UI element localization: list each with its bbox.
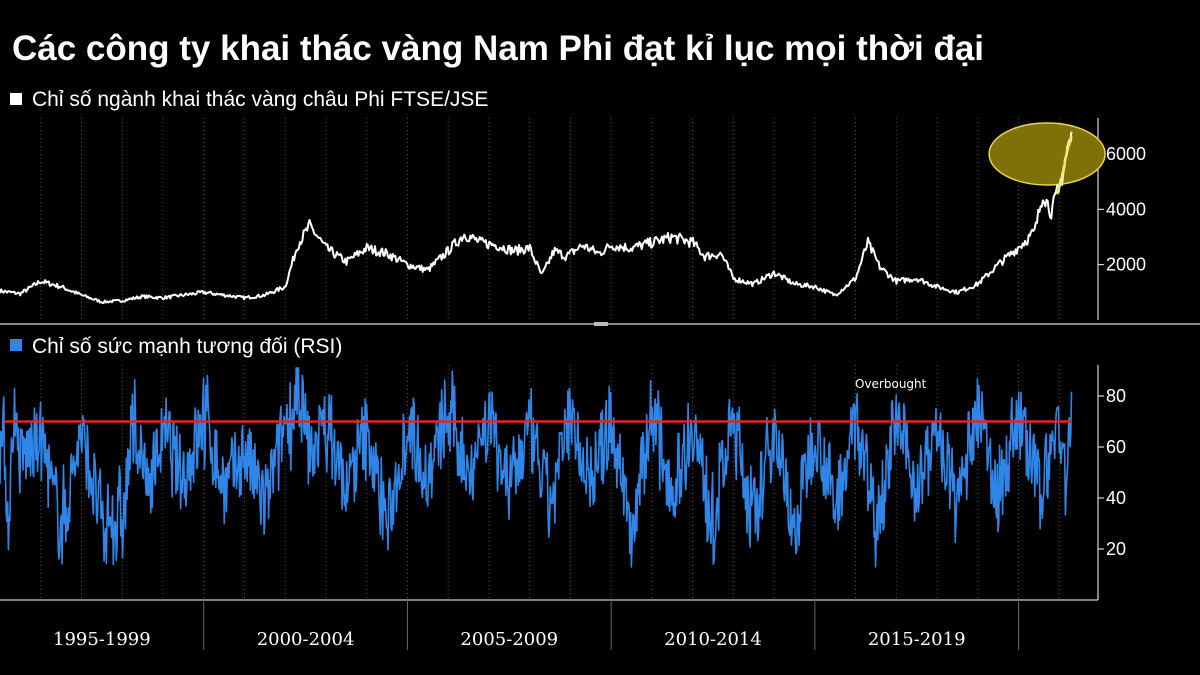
top-y-ticks: 2000 4000 6000 [1098,144,1146,275]
price-legend-label: Chỉ số ngành khai thác vàng châu Phi FTS… [32,88,488,111]
bottom-tick-label: 60 [1106,437,1126,457]
period-label: 2005-2009 [460,629,558,650]
bottom-tick-label: 80 [1106,386,1126,406]
price-series-highlight-line [1056,136,1073,195]
top-tick-label: 4000 [1106,199,1146,219]
period-labels: 1995-1999 2000-2004 2005-2009 2010-2014 2015… [53,629,966,650]
period-label: 2015-2019 [868,629,966,650]
chart-title: Các công ty khai thác vàng Nam Phi đạt k… [12,29,984,68]
rsi-series-line [0,367,1073,568]
top-tick-label: 6000 [1106,144,1146,164]
period-separators [203,600,1020,650]
price-series-line [0,131,1073,304]
rsi-legend-swatch [10,339,22,351]
period-label: 1995-1999 [53,629,151,650]
bottom-y-ticks: 20 40 60 80 [1098,386,1126,559]
record-highlight-ellipse [988,122,1106,186]
overbought-annotation: Overbought [855,377,927,391]
rsi-legend-label: Chỉ số sức mạnh tương đối (RSI) [32,335,342,358]
period-label: 2000-2004 [257,629,355,650]
panel-resize-handle [594,322,608,326]
price-legend-swatch [10,93,22,105]
top-grid [40,118,1060,320]
bottom-tick-label: 40 [1106,488,1126,508]
period-label: 2010-2014 [664,629,762,650]
top-tick-label: 2000 [1106,255,1146,275]
bottom-tick-label: 20 [1106,539,1126,559]
